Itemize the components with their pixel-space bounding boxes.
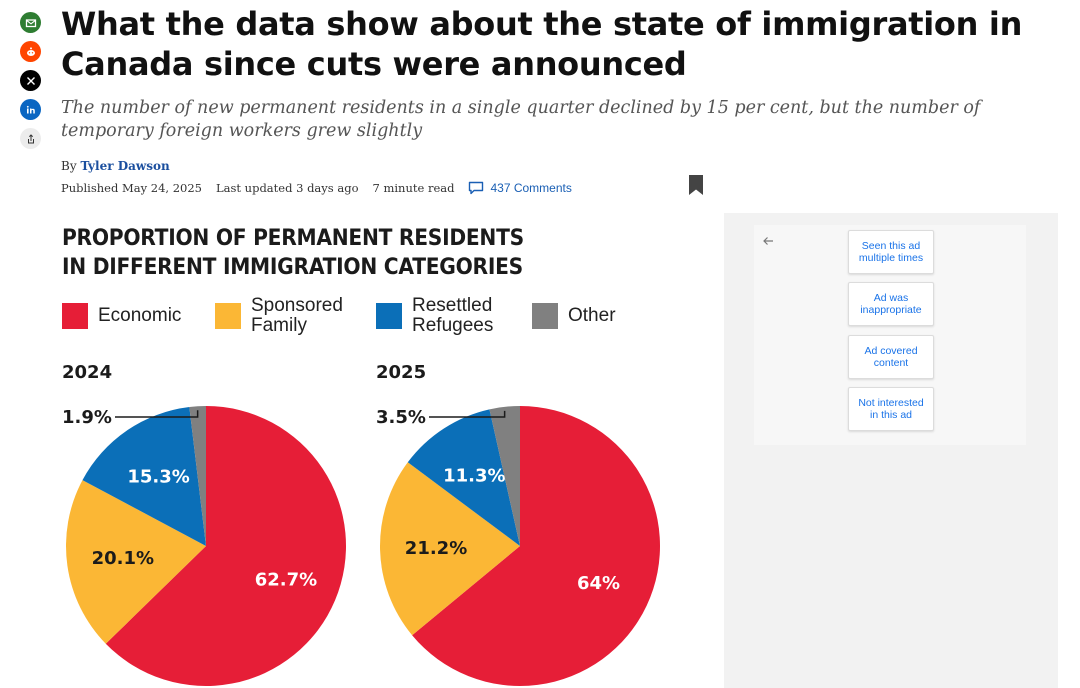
more-share-button[interactable]	[20, 128, 41, 149]
mail-icon	[25, 18, 36, 27]
article-dek: The number of new permanent residents in…	[61, 98, 981, 141]
slice-label-resettled-refugees: 15.3%	[127, 467, 189, 488]
read-time: 7 minute read	[372, 181, 455, 195]
bookmark-icon[interactable]	[688, 174, 704, 196]
ad-feedback-menu: Seen this ad multiple times Ad was inapp…	[754, 225, 1026, 445]
legend-resettled-refugees: Resettled Refugees	[376, 296, 517, 336]
legend-swatch	[62, 303, 88, 329]
ad-option-inappropriate[interactable]: Ad was inappropriate	[848, 282, 934, 326]
author-link[interactable]: Tyler Dawson	[80, 159, 170, 173]
legend-label: Sponsored Family	[251, 295, 343, 336]
share-rail	[20, 12, 42, 157]
legend-sponsored-family: Sponsored Family	[215, 296, 356, 336]
pie-slice-resettled-refugees	[82, 406, 206, 546]
byline-prefix: By	[61, 159, 77, 173]
callout-line-other	[429, 410, 506, 418]
pie-slice-sponsored-family	[380, 462, 520, 636]
pie-slice-other	[489, 406, 520, 546]
slice-label-other: 3.5%	[376, 407, 426, 428]
legend-other: Other	[532, 303, 673, 329]
published-date: Published May 24, 2025	[61, 181, 202, 195]
pie-slice-economic	[105, 406, 346, 686]
legend-label: Other	[568, 305, 616, 326]
slice-label-economic: 64%	[577, 573, 620, 594]
slice-label-resettled-refugees: 11.3%	[443, 466, 505, 487]
byline: By Tyler Dawson	[61, 159, 170, 173]
comments-link[interactable]: 437 Comments	[468, 181, 572, 195]
linkedin-share-button[interactable]	[20, 99, 41, 120]
back-arrow-icon[interactable]	[762, 235, 774, 247]
ad-feedback-panel: Seen this ad multiple times Ad was inapp…	[724, 213, 1058, 688]
legend-label: Economic	[98, 305, 182, 326]
x-icon	[26, 76, 35, 85]
legend-swatch	[532, 303, 558, 329]
reddit-icon	[26, 46, 35, 56]
pie-slice-economic	[412, 406, 660, 686]
legend-label: Resettled Refugees	[412, 295, 494, 336]
ad-option-covered-content[interactable]: Ad covered content	[848, 335, 934, 379]
legend-swatch	[376, 303, 402, 329]
reddit-share-button[interactable]	[20, 41, 41, 62]
slice-label-sponsored-family: 20.1%	[92, 548, 154, 569]
pie-slice-sponsored-family	[65, 480, 207, 644]
article-meta: Published May 24, 2025 Last updated 3 da…	[61, 180, 572, 196]
comment-icon	[469, 181, 484, 195]
ad-option-seen-multiple[interactable]: Seen this ad multiple times	[848, 230, 934, 274]
title-line-1: PROPORTION OF PERMANENT RESIDENTS	[62, 226, 524, 251]
infographic-title: PROPORTION OF PERMANENT RESIDENTS IN DIF…	[62, 224, 577, 282]
comments-count: 437 Comments	[490, 181, 572, 195]
year-2025: 2025	[376, 362, 427, 383]
year-2024: 2024	[62, 362, 113, 383]
updated-date: Last updated 3 days ago	[216, 181, 359, 195]
x-share-button[interactable]	[20, 70, 41, 91]
slice-label-sponsored-family: 21.2%	[405, 538, 467, 559]
infographic: PROPORTION OF PERMANENT RESIDENTS IN DIF…	[60, 214, 720, 688]
slice-label-other: 1.9%	[62, 407, 112, 428]
ad-option-not-interested[interactable]: Not interested in this ad	[848, 387, 934, 431]
legend-economic: Economic	[62, 303, 203, 329]
pie-chart-2025: 64% 21.2% 11.3% 3.5%	[376, 406, 660, 686]
pie-slice-other	[189, 406, 206, 546]
legend-swatch	[215, 303, 241, 329]
headline: What the data show about the state of im…	[61, 5, 1023, 83]
callout-line-other	[115, 410, 199, 418]
title-line-2: IN DIFFERENT IMMIGRATION CATEGORIES	[62, 255, 523, 280]
pie-chart-2024: 62.7% 20.1% 15.3% 1.9%	[62, 406, 346, 686]
pie-slice-resettled-refugees	[407, 409, 520, 546]
slice-label-economic: 62.7%	[255, 570, 317, 591]
share-icon	[27, 133, 34, 143]
email-share-button[interactable]	[20, 12, 41, 33]
linkedin-icon	[26, 105, 35, 113]
